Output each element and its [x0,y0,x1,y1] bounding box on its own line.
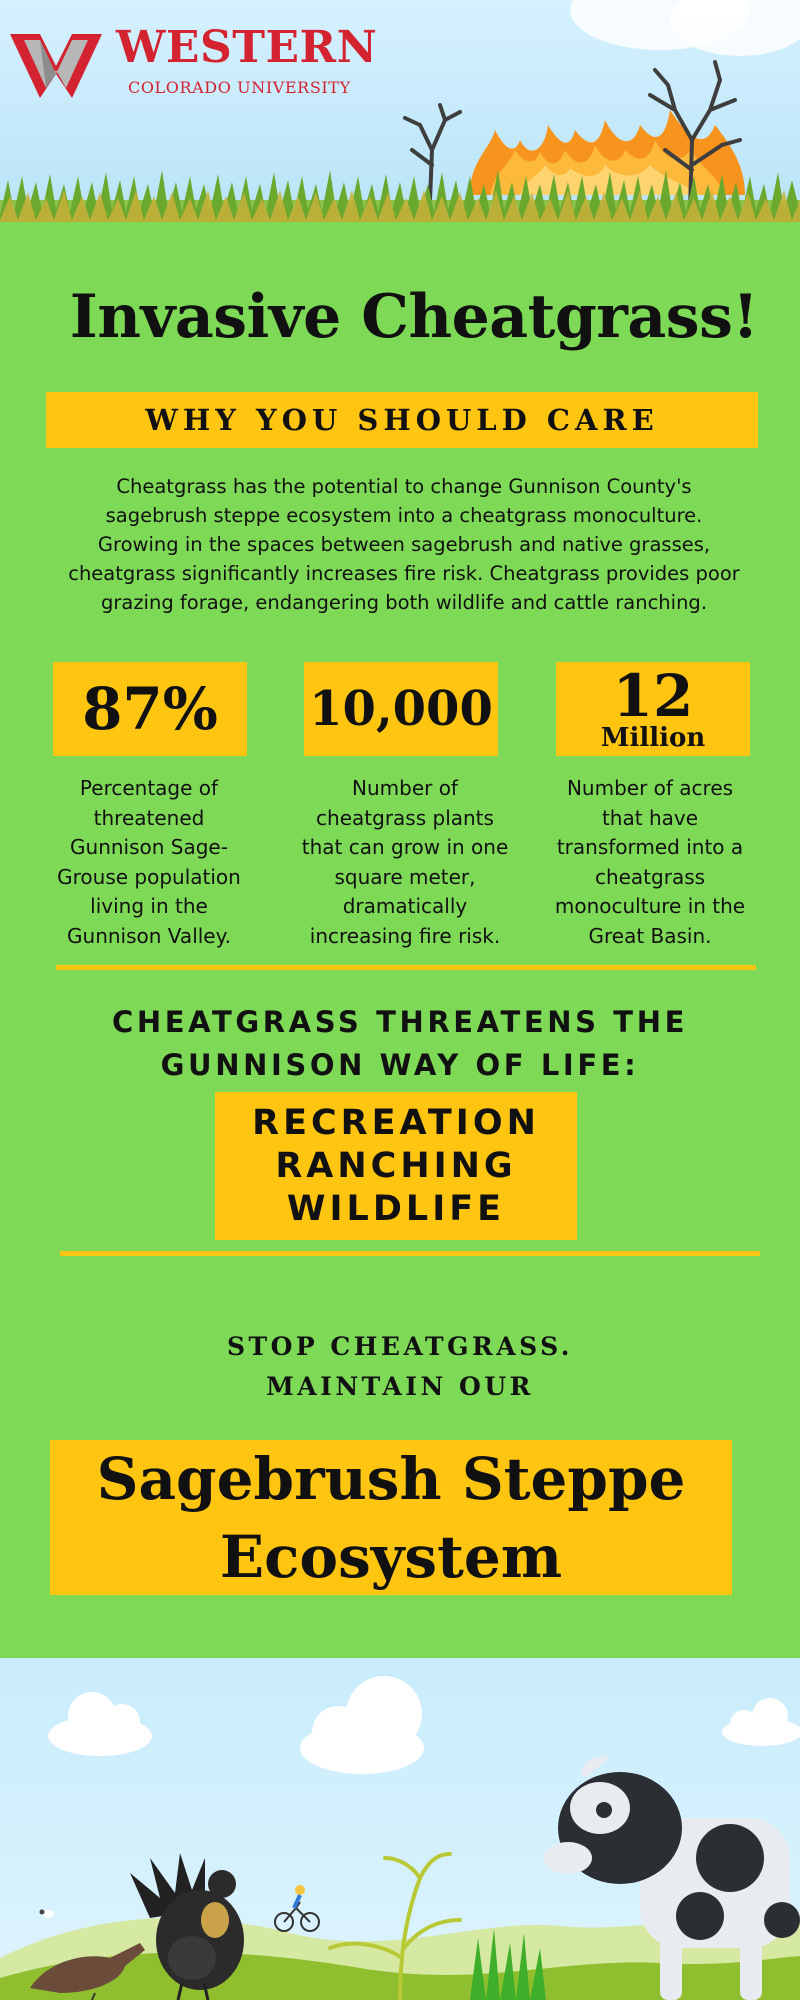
stat-value: 12 [612,662,694,730]
stat-value: 87% [82,675,218,743]
cheatgrass-plant-icon [328,1852,462,2000]
stat-value-suffix: Million [600,723,706,753]
cloud-icon [48,1676,800,1774]
cyclist-icon [274,1885,320,1932]
divider [60,1251,760,1256]
stat-description: Number of acres that have transformed in… [554,776,746,948]
why-care-banner: WHY YOU SHOULD CARE [46,392,758,448]
logo-wordmark: WESTERN [116,22,378,73]
cow-icon [544,1756,800,2000]
grass-icon [0,170,800,232]
cloud-icon [570,0,800,56]
sagebrush-line2: Ecosystem [219,1522,563,1591]
threat-heading-line1: CHEATGRASS THREATENS THE [112,1005,688,1039]
intro-paragraph: Cheatgrass has the potential to change G… [68,475,740,614]
stop-heading-line2: MAINTAIN OUR [266,1372,534,1401]
footer-illustration [0,1676,800,2000]
header-illustration [0,0,800,232]
sheep-icon [39,1909,54,1918]
stop-heading-line1: STOP CHEATGRASS. [226,1332,574,1361]
stat-description: Percentage of threatened Gunnison Sage-G… [57,776,241,948]
way-of-life-item: RECREATION [252,1102,540,1143]
stat-value: 10,000 [309,681,493,737]
sage-grouse-icon [130,1853,244,2000]
stat-card-acres: 12 Million [556,662,750,756]
way-of-life-box: RECREATION RANCHING WILDLIFE [215,1092,577,1240]
stat-card-percentage: 87% [53,662,247,756]
page-title: Invasive Cheatgrass! [69,282,759,352]
university-logo-icon [10,34,102,98]
sagebrush-banner: Sagebrush Steppe Ecosystem [50,1440,732,1595]
bird-icon [30,1943,145,2000]
dead-tree-icon [403,60,742,212]
logo-subtitle: COLORADO UNIVERSITY [128,78,351,97]
why-care-label: WHY YOU SHOULD CARE [145,403,659,437]
sagebrush-line1: Sagebrush Steppe [96,1444,686,1513]
divider [56,965,756,970]
stat-card-plants: 10,000 [304,662,498,756]
way-of-life-item: RANCHING [275,1145,517,1186]
threat-heading-line2: GUNNISON WAY OF LIFE: [160,1048,640,1082]
stat-description: Number of cheatgrass plants that can gro… [301,776,509,948]
header-scene: WESTERN COLORADO UNIVERSITY [0,0,800,232]
footer-scene [0,1658,800,2000]
grass-icon [470,1928,546,2000]
way-of-life-item: WILDLIFE [286,1188,506,1229]
